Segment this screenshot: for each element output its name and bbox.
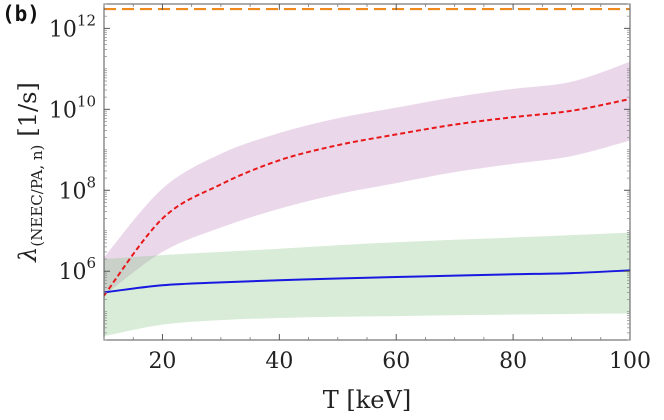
y-axis-label: λ(NEEC/PA, n) [1/s] — [14, 82, 46, 263]
data-series — [104, 98, 630, 297]
y-tick-label: 1010 — [49, 92, 96, 123]
x-tick-label: 40 — [265, 349, 293, 374]
x-tick-label: 80 — [499, 349, 527, 374]
x-axis-ticks: 20 40 60 80 100 — [103, 4, 651, 374]
band-2 — [104, 232, 630, 337]
y-axis-label-unit: [1/s] — [14, 82, 42, 136]
x-tick-label: 60 — [382, 349, 410, 374]
confidence-bands — [104, 61, 630, 337]
panel-label: (b) — [2, 2, 40, 26]
y-axis-ticks: 106 108 1010 1012 — [49, 3, 630, 341]
x-tick-label: 100 — [609, 349, 651, 374]
y-tick-label: 108 — [58, 173, 96, 204]
y-tick-label: 1012 — [49, 11, 96, 42]
x-axis-label: T [keV] — [323, 386, 411, 414]
y-axis-label-subscript: (NEEC/PA, n) — [28, 145, 46, 247]
series-line-1 — [104, 98, 630, 297]
y-tick-label: 106 — [58, 254, 96, 285]
band-1 — [104, 61, 630, 296]
x-tick-label: 20 — [148, 349, 176, 374]
series-line-2 — [104, 269, 630, 294]
y-axis-label-symbol: λ — [14, 247, 42, 263]
